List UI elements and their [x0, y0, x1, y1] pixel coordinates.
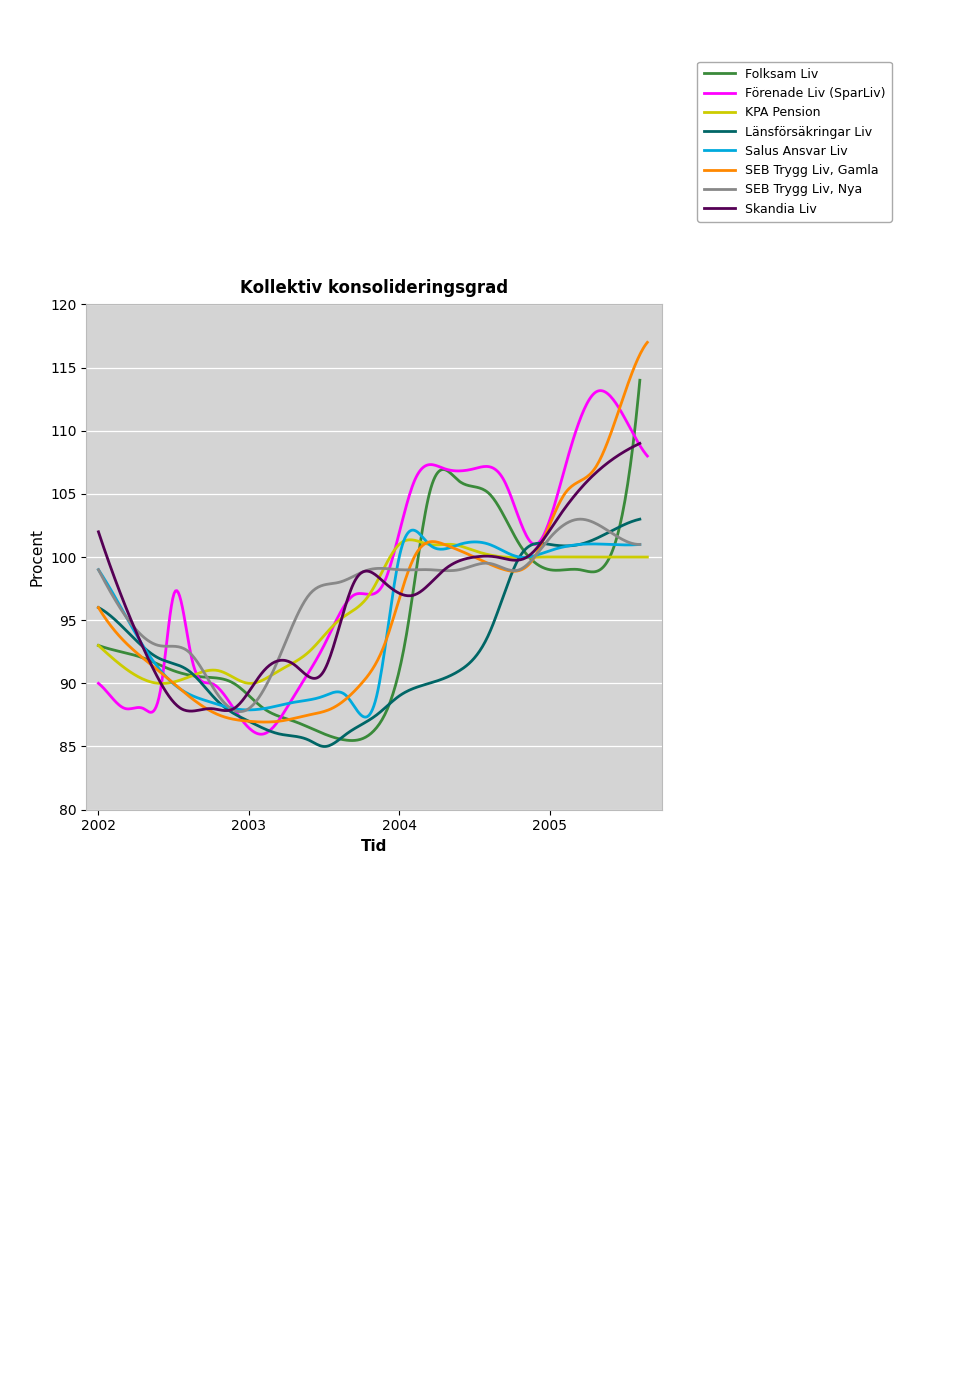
SEB Trygg Liv, Gamla [493, 559, 505, 576]
Line: Skandia Liv: Skandia Liv [99, 443, 640, 711]
Salus Ansvar Liv [486, 537, 497, 554]
Line: Länsförsäkringar Liv: Länsförsäkringar Liv [99, 519, 640, 746]
KPA Pension [273, 663, 284, 680]
Folksam Liv [93, 637, 105, 653]
Länsförsäkringar Liv [269, 724, 280, 740]
Länsförsäkringar Liv [488, 616, 499, 632]
KPA Pension [160, 675, 172, 692]
SEB Trygg Liv, Nya [93, 562, 105, 579]
KPA Pension [492, 548, 503, 565]
Salus Ansvar Liv [635, 536, 646, 552]
Salus Ansvar Liv [407, 522, 419, 538]
Förenade Liv (SparLiv) [158, 653, 170, 670]
Förenade Liv (SparLiv) [595, 382, 607, 399]
SEB Trygg Liv, Nya [271, 656, 282, 673]
Line: KPA Pension: KPA Pension [99, 540, 647, 684]
X-axis label: Tid: Tid [361, 839, 388, 854]
SEB Trygg Liv, Gamla [273, 713, 284, 729]
Skandia Liv [93, 523, 105, 540]
Förenade Liv (SparLiv) [491, 462, 502, 479]
Folksam Liv [307, 721, 319, 738]
Förenade Liv (SparLiv) [311, 650, 323, 667]
Line: Förenade Liv (SparLiv): Förenade Liv (SparLiv) [99, 390, 647, 735]
SEB Trygg Liv, Gamla [440, 537, 451, 554]
Länsförsäkringar Liv [93, 599, 105, 616]
Folksam Liv [485, 487, 496, 504]
Line: SEB Trygg Liv, Gamla: SEB Trygg Liv, Gamla [99, 342, 647, 722]
Skandia Liv [488, 548, 499, 565]
SEB Trygg Liv, Nya [635, 536, 646, 552]
Salus Ansvar Liv [157, 666, 169, 682]
KPA Pension [156, 675, 167, 692]
Skandia Liv [271, 653, 282, 670]
Skandia Liv [485, 548, 496, 565]
Förenade Liv (SparLiv) [273, 713, 284, 729]
Förenade Liv (SparLiv) [493, 465, 505, 482]
Folksam Liv [635, 372, 646, 389]
Folksam Liv [269, 706, 280, 722]
KPA Pension [641, 549, 653, 566]
KPA Pension [405, 531, 417, 548]
SEB Trygg Liv, Nya [435, 562, 446, 579]
Folksam Liv [488, 490, 499, 507]
SEB Trygg Liv, Nya [485, 555, 496, 572]
Y-axis label: Procent: Procent [30, 529, 44, 585]
Line: Salus Ansvar Liv: Salus Ansvar Liv [99, 530, 640, 717]
Title: Kollektiv konsolideringsgrad: Kollektiv konsolideringsgrad [240, 280, 509, 298]
Folksam Liv [157, 659, 169, 675]
Salus Ansvar Liv [436, 541, 447, 558]
Skandia Liv [435, 565, 446, 581]
KPA Pension [494, 548, 506, 565]
SEB Trygg Liv, Gamla [491, 559, 502, 576]
SEB Trygg Liv, Nya [234, 703, 246, 720]
SEB Trygg Liv, Gamla [641, 334, 653, 350]
Förenade Liv (SparLiv) [93, 675, 105, 692]
Salus Ansvar Liv [93, 562, 105, 579]
Skandia Liv [635, 435, 646, 451]
Skandia Liv [157, 680, 169, 696]
Länsförsäkringar Liv [485, 621, 496, 638]
Länsförsäkringar Liv [307, 734, 319, 750]
Line: Folksam Liv: Folksam Liv [99, 381, 640, 740]
Förenade Liv (SparLiv) [255, 727, 267, 743]
SEB Trygg Liv, Nya [488, 556, 499, 573]
SEB Trygg Liv, Gamla [158, 667, 170, 684]
KPA Pension [311, 635, 323, 652]
Förenade Liv (SparLiv) [440, 461, 451, 477]
Legend: Folksam Liv, Förenade Liv (SparLiv), KPA Pension, Länsförsäkringar Liv, Salus An: Folksam Liv, Förenade Liv (SparLiv), KPA… [698, 62, 892, 221]
SEB Trygg Liv, Gamla [259, 714, 271, 731]
Line: SEB Trygg Liv, Nya: SEB Trygg Liv, Nya [99, 519, 640, 711]
SEB Trygg Liv, Gamla [93, 599, 105, 616]
Länsförsäkringar Liv [157, 652, 169, 668]
Förenade Liv (SparLiv) [641, 448, 653, 465]
Länsförsäkringar Liv [320, 738, 331, 754]
Skandia Liv [308, 670, 320, 686]
Skandia Liv [185, 703, 197, 720]
SEB Trygg Liv, Nya [574, 511, 586, 527]
KPA Pension [93, 637, 105, 653]
Folksam Liv [435, 462, 446, 479]
SEB Trygg Liv, Gamla [311, 704, 323, 721]
Länsförsäkringar Liv [435, 671, 446, 688]
Länsförsäkringar Liv [635, 511, 646, 527]
Salus Ansvar Liv [269, 698, 280, 714]
SEB Trygg Liv, Nya [157, 638, 169, 655]
KPA Pension [441, 536, 452, 552]
Salus Ansvar Liv [489, 538, 500, 555]
Salus Ansvar Liv [307, 691, 319, 707]
Folksam Liv [347, 732, 358, 749]
SEB Trygg Liv, Nya [308, 581, 320, 598]
Salus Ansvar Liv [360, 709, 372, 725]
